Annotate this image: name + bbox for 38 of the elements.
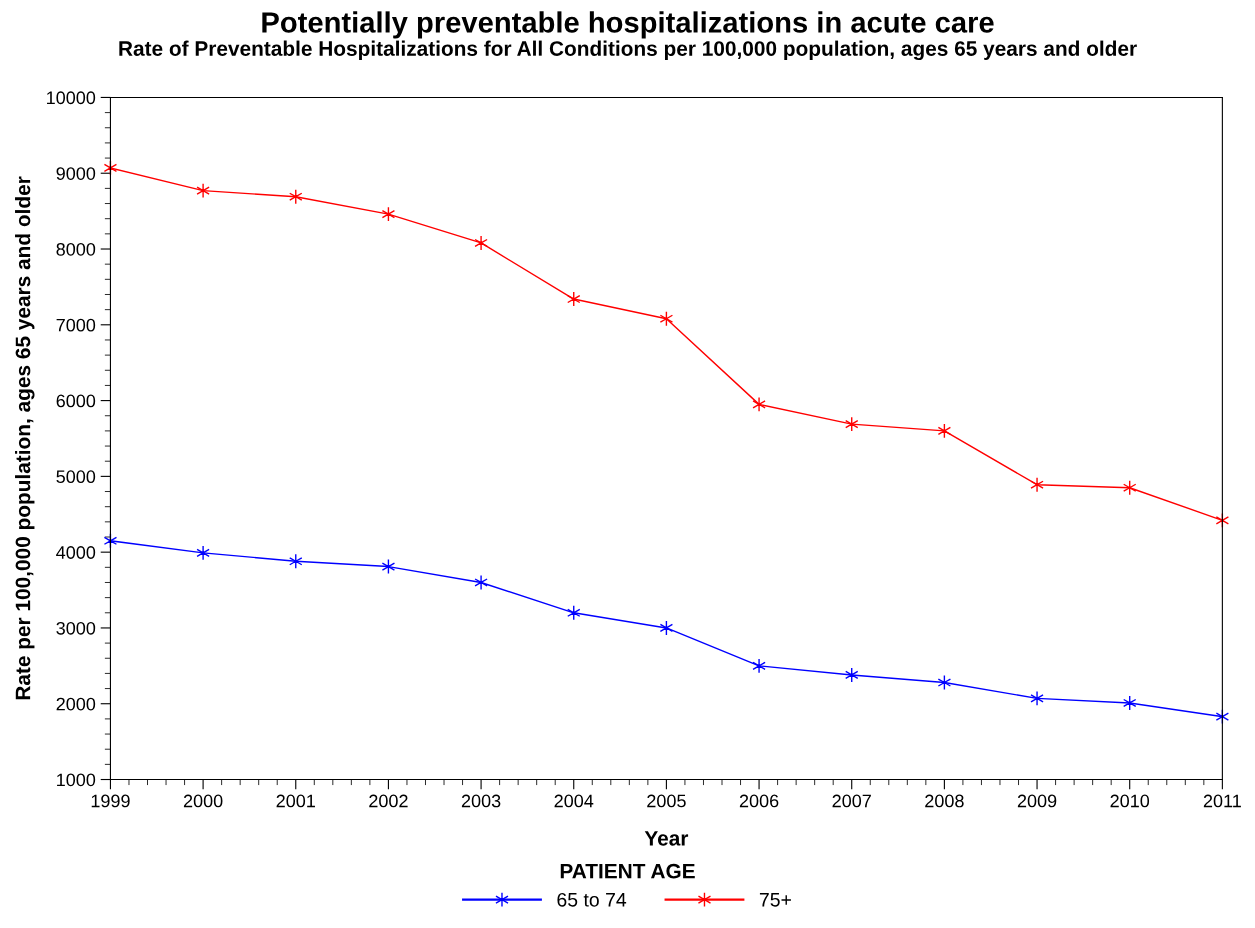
x-tick-label: 2003 (461, 794, 501, 808)
y-tick-label: 6000 (56, 394, 96, 408)
x-tick-label: 2000 (183, 794, 223, 808)
x-axis-title: Year (644, 831, 689, 846)
x-tick-label: 2009 (1017, 794, 1057, 808)
y-tick-label: 3000 (56, 621, 96, 635)
x-tick-label: 2011 (1203, 794, 1241, 808)
y-tick-label: 5000 (56, 470, 96, 484)
legend-title: PATIENT AGE (560, 863, 695, 879)
legend-label: 65 to 74 (557, 892, 627, 907)
chart-subtitle: Rate of Preventable Hospitalizations for All Conditions per 100,000 population, ages 65 years and older (119, 40, 1137, 61)
y-tick-label: 1000 (57, 773, 96, 787)
y-tick-label: 9000 (56, 167, 96, 180)
x-tick-label: 1999 (91, 794, 130, 808)
y-axis-title: Rate per 100,000 population, ages 65 years and older (15, 176, 35, 700)
y-tick-label: 7000 (56, 318, 96, 332)
point (752, 396, 766, 413)
x-tick-label: 2007 (832, 794, 871, 808)
x-tick-label: 2008 (925, 794, 964, 808)
x-tick-label: 2005 (647, 794, 686, 808)
y-tick-label: 4000 (56, 546, 96, 559)
point (474, 235, 488, 251)
legend-label: 75+ (759, 893, 791, 907)
x-tick-label: 2006 (739, 794, 779, 808)
y-tick-label: 10000 (47, 91, 96, 105)
x-tick-label: 2002 (369, 794, 408, 808)
x-tick-label: 2004 (554, 794, 594, 808)
point (1030, 477, 1044, 493)
chart-title: Potentially preventable hospitalizations in acute care (262, 11, 994, 39)
y-tick-label: 8000 (56, 242, 96, 256)
point (196, 183, 210, 199)
x-tick-label: 2010 (1110, 794, 1150, 808)
x-tick-label: 2001 (276, 794, 315, 808)
point (474, 574, 488, 591)
point (752, 658, 766, 674)
y-tick-label: 2000 (56, 697, 96, 711)
point (196, 545, 210, 561)
point (1030, 690, 1044, 707)
